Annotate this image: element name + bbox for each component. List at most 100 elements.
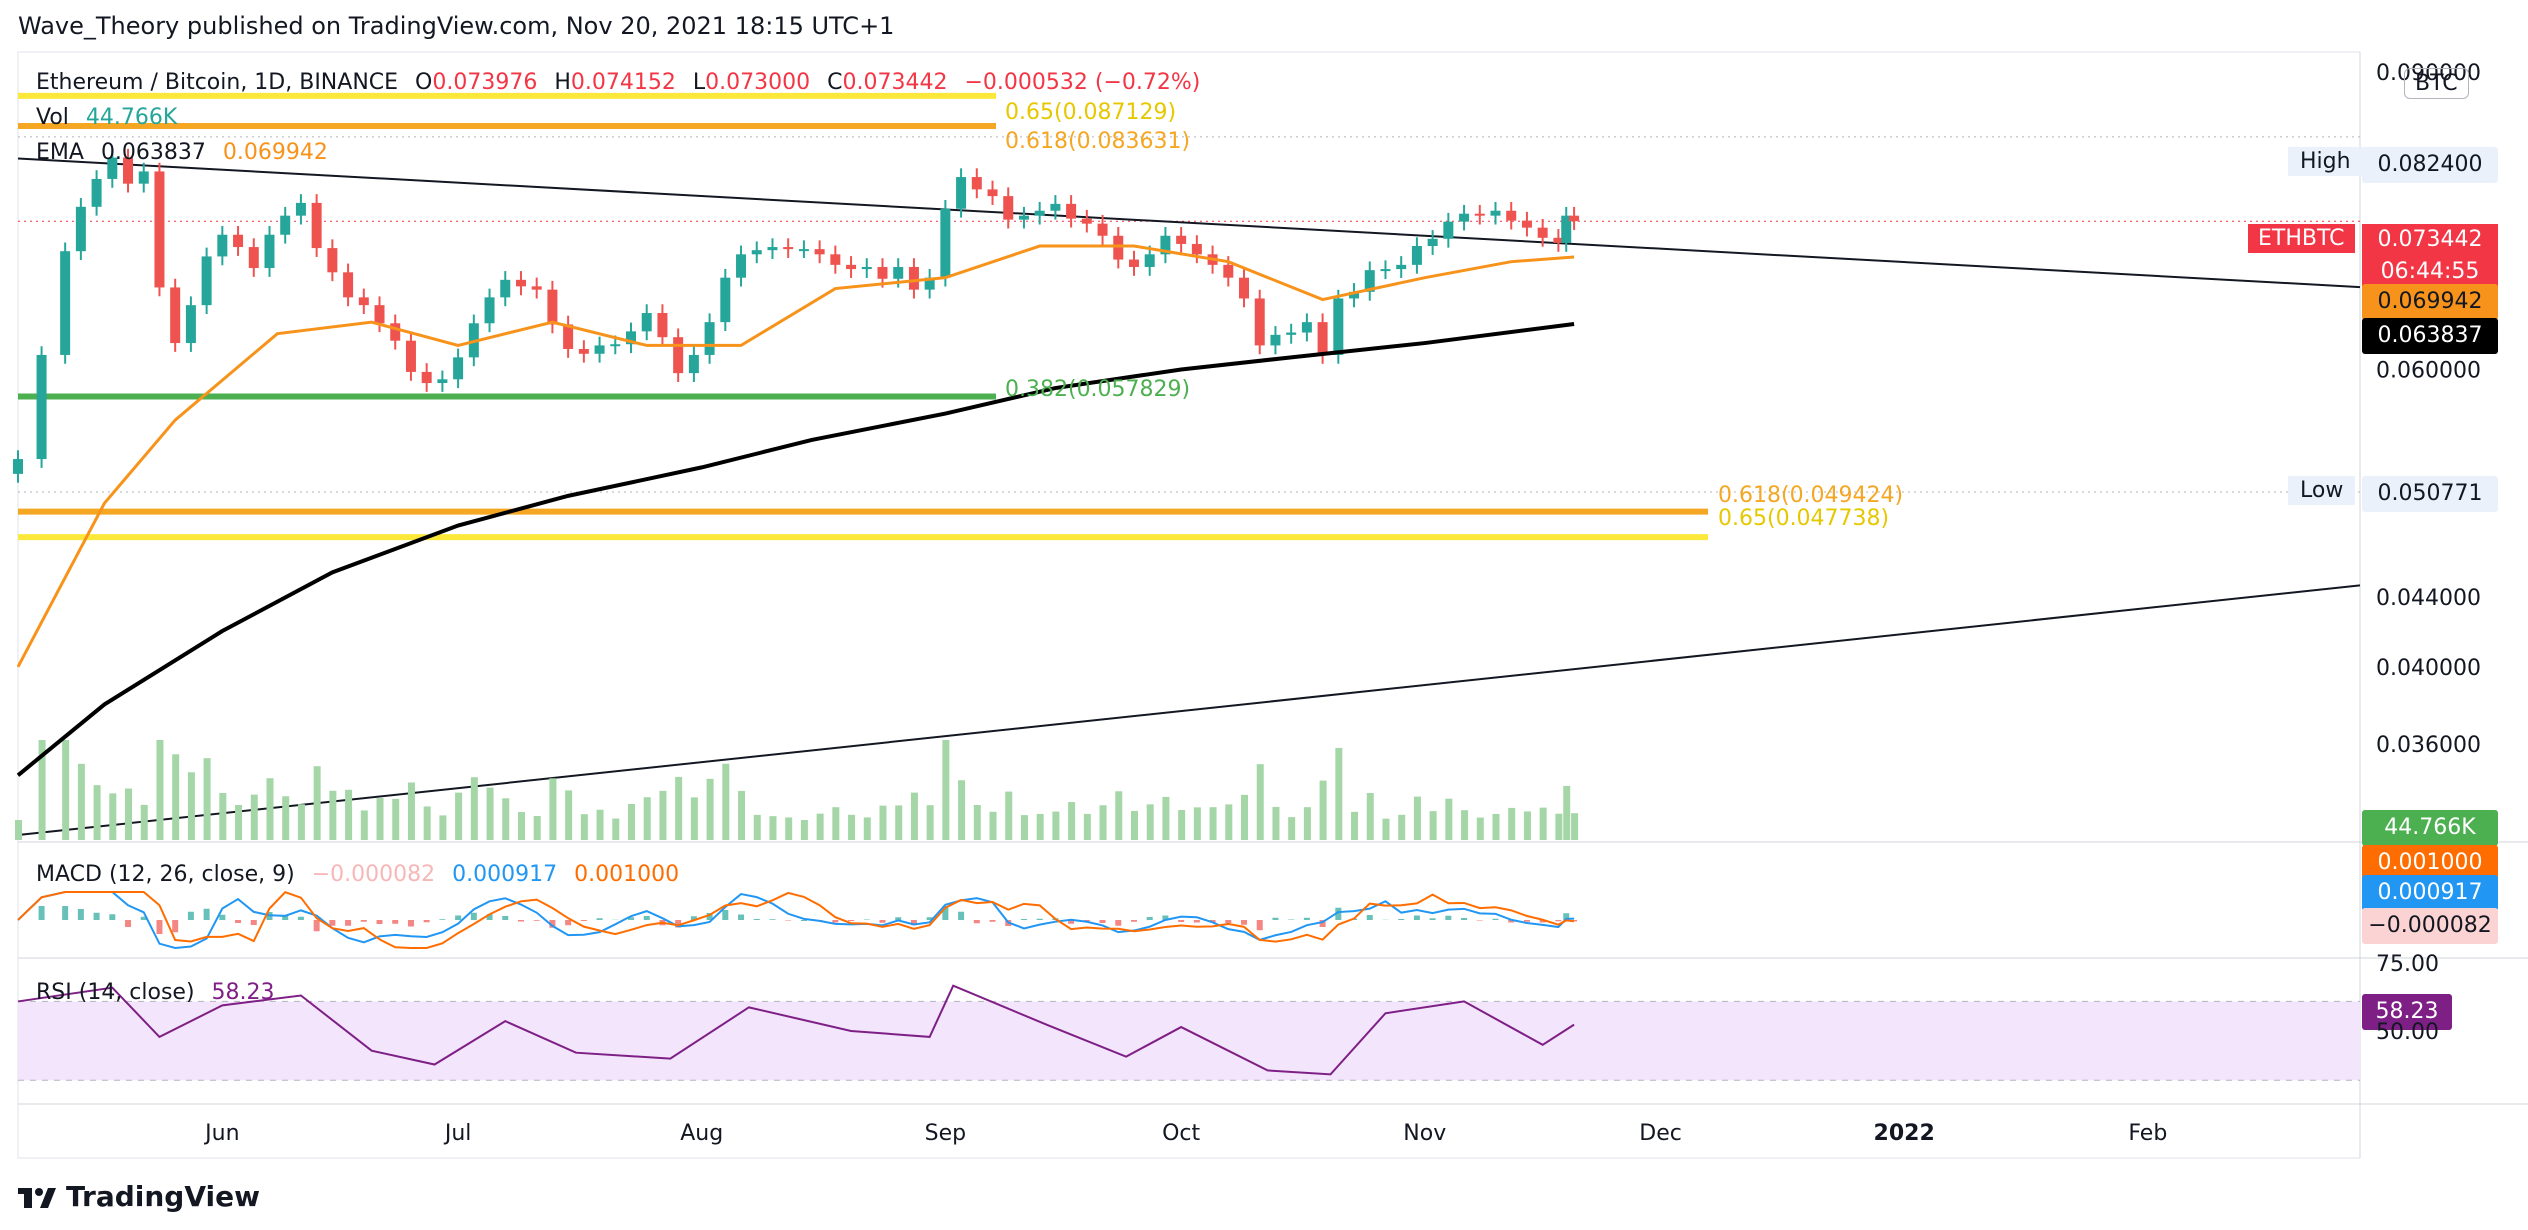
- candle-body[interactable]: [563, 324, 574, 349]
- candle-body[interactable]: [107, 157, 118, 179]
- candle-body[interactable]: [1066, 203, 1077, 219]
- ema-slow-line[interactable]: [16, 322, 1575, 777]
- candle-body[interactable]: [704, 322, 715, 355]
- candle-body[interactable]: [1333, 298, 1344, 355]
- candle-body[interactable]: [924, 277, 935, 290]
- candle-body[interactable]: [390, 323, 401, 341]
- candle-body[interactable]: [1474, 213, 1485, 216]
- candle-body[interactable]: [971, 177, 982, 190]
- candle-body[interactable]: [1553, 237, 1564, 243]
- candle-body[interactable]: [1160, 235, 1171, 255]
- candle-body[interactable]: [736, 254, 747, 278]
- candle-body[interactable]: [1003, 196, 1014, 220]
- candle-body[interactable]: [1427, 238, 1438, 247]
- candle-body[interactable]: [217, 234, 228, 257]
- candle-body[interactable]: [515, 279, 526, 287]
- candle-body[interactable]: [201, 256, 212, 306]
- candle-body[interactable]: [185, 305, 196, 344]
- candle-body[interactable]: [154, 171, 165, 288]
- candle-body[interactable]: [1301, 322, 1312, 333]
- candle-body[interactable]: [720, 277, 731, 323]
- candle-body[interactable]: [1270, 334, 1281, 346]
- candle-body[interactable]: [233, 234, 244, 248]
- candle-body[interactable]: [500, 279, 511, 298]
- ema-fast-line[interactable]: [16, 244, 1575, 668]
- candle-body[interactable]: [437, 379, 448, 384]
- candle-body[interactable]: [1176, 235, 1187, 244]
- candle-body[interactable]: [1380, 269, 1391, 272]
- candle-body[interactable]: [798, 249, 809, 252]
- candle-body[interactable]: [248, 247, 259, 269]
- candle-body[interactable]: [421, 371, 432, 384]
- candle-body[interactable]: [374, 305, 385, 324]
- candle-body[interactable]: [877, 266, 888, 279]
- candle-body[interactable]: [1490, 210, 1501, 216]
- candle-body[interactable]: [547, 289, 558, 325]
- candle-body[interactable]: [846, 264, 857, 270]
- candle-body[interactable]: [1113, 235, 1124, 260]
- candle-body[interactable]: [1081, 218, 1092, 224]
- candle-body[interactable]: [1018, 215, 1029, 220]
- candle-body[interactable]: [75, 206, 86, 252]
- candle-body[interactable]: [1128, 259, 1139, 267]
- candle-body[interactable]: [453, 357, 464, 380]
- candle-body[interactable]: [1364, 270, 1375, 292]
- candle-body[interactable]: [1144, 254, 1155, 267]
- candle-body[interactable]: [1239, 277, 1250, 299]
- currency-badge[interactable]: BTC: [2404, 68, 2469, 99]
- candle-body[interactable]: [264, 234, 275, 269]
- candle-body[interactable]: [1349, 291, 1360, 299]
- candle-body[interactable]: [1223, 264, 1234, 278]
- candle-body[interactable]: [1286, 332, 1297, 335]
- candle-body[interactable]: [1443, 221, 1454, 239]
- candle-body[interactable]: [1561, 215, 1572, 243]
- candle-body[interactable]: [657, 313, 668, 338]
- candle-body[interactable]: [908, 266, 919, 290]
- candle-body[interactable]: [783, 247, 794, 250]
- candle-body[interactable]: [91, 178, 102, 207]
- candle-body[interactable]: [1521, 220, 1532, 228]
- candle-body[interactable]: [1050, 203, 1061, 211]
- candle-body[interactable]: [311, 202, 322, 249]
- candle-body[interactable]: [1317, 322, 1328, 355]
- trendline[interactable]: [17, 584, 2361, 837]
- candle-body[interactable]: [358, 297, 369, 306]
- candle-body[interactable]: [893, 266, 904, 279]
- candle-body[interactable]: [1396, 264, 1407, 270]
- candle-body[interactable]: [1537, 227, 1548, 238]
- candle-body[interactable]: [940, 208, 951, 278]
- trendline[interactable]: [17, 157, 2361, 289]
- candle-body[interactable]: [956, 177, 967, 209]
- candle-body[interactable]: [327, 248, 338, 273]
- candle-body[interactable]: [1411, 246, 1422, 265]
- candle-body[interactable]: [484, 297, 495, 324]
- candle-body[interactable]: [1569, 215, 1580, 222]
- candle-body[interactable]: [138, 171, 149, 184]
- candle-body[interactable]: [295, 202, 306, 216]
- candle-body[interactable]: [1097, 223, 1108, 236]
- candle-body[interactable]: [830, 254, 841, 265]
- candle-body[interactable]: [1191, 243, 1202, 255]
- candle-body[interactable]: [594, 345, 605, 354]
- candle-body[interactable]: [688, 354, 699, 374]
- candle-body[interactable]: [170, 287, 181, 344]
- candle-body[interactable]: [641, 313, 652, 332]
- candle-body[interactable]: [60, 251, 71, 355]
- candle-body[interactable]: [531, 286, 542, 290]
- candle-body[interactable]: [861, 266, 872, 270]
- candle-body[interactable]: [280, 215, 291, 235]
- candle-body[interactable]: [751, 250, 762, 255]
- candle-body[interactable]: [13, 459, 23, 474]
- candle-body[interactable]: [1034, 210, 1045, 216]
- candle-body[interactable]: [987, 189, 998, 197]
- candle-body[interactable]: [673, 337, 684, 374]
- tradingview-logo[interactable]: TradingView: [18, 1180, 260, 1213]
- candle-body[interactable]: [626, 331, 637, 345]
- rsi-line[interactable]: [17, 984, 1575, 1076]
- candle-body[interactable]: [610, 344, 621, 347]
- candle-body[interactable]: [814, 249, 825, 255]
- candle-body[interactable]: [123, 157, 134, 184]
- candle-body[interactable]: [767, 247, 778, 251]
- candle-body[interactable]: [578, 348, 589, 354]
